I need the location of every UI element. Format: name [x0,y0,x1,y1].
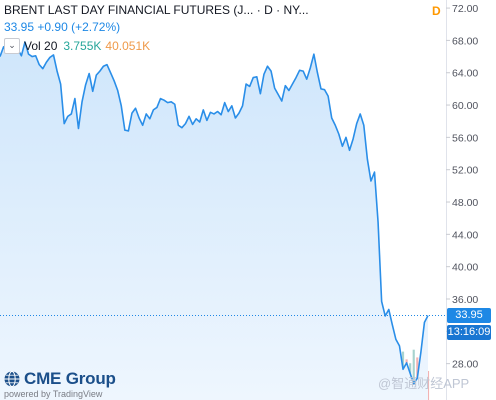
volume-ma-value: 40.051K [105,39,151,53]
watermark: @智通财经APP [378,376,470,391]
last-price-tag: 33.95 [447,308,491,324]
delayed-flag: D [432,4,441,18]
exchange-label: NY... [283,3,309,17]
price-area [0,42,428,400]
y-tick-label: 64.00 [452,68,478,80]
y-tick-label: 60.00 [452,100,478,112]
interval-label[interactable]: D [264,3,273,17]
price-line [0,41,429,385]
volume-value: 3.755K [63,39,102,53]
cme-logo[interactable]: CME Group powered by TradingView [4,369,154,400]
y-tick-label: 40.00 [452,262,478,274]
y-tick-label: 36.00 [452,294,478,306]
y-tick-label: 48.00 [452,197,478,209]
y-tick-label: 72.00 [452,3,478,15]
y-tick-label: 56.00 [452,132,478,144]
y-tick-label: 52.00 [452,165,478,177]
volume-bar [412,349,415,400]
countdown-tag: 13:16:09 [447,324,491,340]
price-change: +0.90 [37,20,68,34]
quote-line: 33.95 +0.90 (+2.72%) [4,20,120,34]
y-tick-label: 44.00 [452,229,478,241]
volume-legend: ⌄ Vol 20 3.755K 40.051K [4,38,150,54]
last-price: 33.95 [4,20,35,34]
y-tick-label: 68.00 [452,35,478,47]
symbol-name[interactable]: BRENT LAST DAY FINANCIAL FUTURES (J... [4,3,254,17]
globe-icon [4,371,20,387]
separator-2: · [276,3,281,17]
volume-label[interactable]: Vol 20 [24,39,58,53]
chevron-down-icon[interactable]: ⌄ [4,38,20,54]
y-tick-label: 28.00 [452,359,478,371]
separator: · [256,3,261,17]
logo-text: CME Group [24,369,116,388]
symbol-header: BRENT LAST DAY FINANCIAL FUTURES (J... ·… [4,3,434,17]
powered-by[interactable]: powered by TradingView [4,389,103,399]
price-change-pct: (+2.72%) [71,20,121,34]
